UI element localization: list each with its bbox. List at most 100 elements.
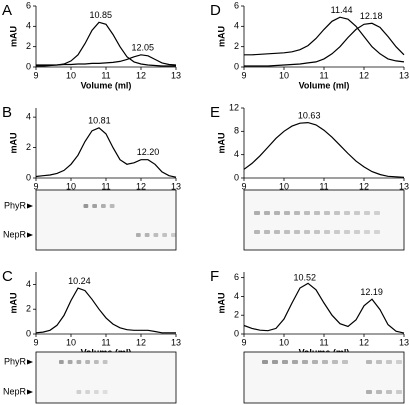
gel-band	[344, 230, 350, 234]
gel-band	[386, 360, 392, 364]
gel-arrow	[27, 232, 33, 238]
gel-arrow	[27, 203, 33, 209]
y-tick-label: 2	[234, 310, 239, 320]
x-tick-label: 9	[241, 181, 246, 191]
gel-band	[272, 360, 278, 364]
gel-band	[324, 211, 330, 215]
panel-label: E	[210, 104, 220, 121]
panel-label: B	[2, 104, 12, 121]
gel-band	[376, 390, 382, 394]
gel-band	[292, 360, 298, 364]
gel-band	[282, 360, 288, 364]
gel-arrow	[27, 359, 33, 365]
panel-label: C	[2, 268, 13, 285]
y-axis-label: mAU	[216, 132, 226, 153]
y-tick-label: 2	[26, 304, 31, 314]
y-tick-label: 4	[234, 291, 239, 301]
gel-band	[284, 230, 290, 234]
y-tick-label: 8	[234, 126, 239, 136]
gel-band	[94, 390, 99, 394]
gel-band	[162, 233, 167, 237]
gel-band	[314, 230, 320, 234]
gel-band	[264, 230, 270, 234]
y-tick-label: 6	[234, 0, 239, 10]
gel-band	[366, 390, 372, 394]
curve	[244, 22, 405, 67]
x-tick-label: 12	[136, 70, 146, 80]
y-tick-label: 0	[26, 61, 31, 71]
gel-label: PhyR	[4, 200, 27, 210]
gel-band	[304, 211, 310, 215]
x-tick-label: 13	[171, 337, 181, 347]
y-tick-label: 4	[26, 279, 31, 289]
axis-frame	[243, 108, 404, 179]
y-tick-label: 0	[234, 328, 239, 338]
x-tick-label: 9	[33, 70, 38, 80]
y-tick-label: 4	[26, 112, 31, 122]
gel-band	[136, 233, 141, 237]
gel-band	[342, 360, 348, 364]
gel-band	[171, 233, 176, 237]
y-axis-label: mAU	[216, 26, 226, 47]
peak-label: 12.20	[137, 147, 160, 157]
y-tick-label: 0	[234, 61, 239, 71]
peak-label: 12.18	[360, 11, 383, 21]
peak-label: 11.44	[331, 5, 353, 15]
gel-frame	[243, 351, 405, 404]
curve	[243, 121, 405, 178]
curve	[244, 16, 405, 63]
x-tick-label: 11	[319, 181, 328, 191]
y-tick-label: 0	[26, 172, 31, 182]
gel-band	[94, 360, 99, 364]
gel-frame	[243, 189, 405, 251]
gel-band	[254, 211, 260, 215]
x-tick-label: 12	[136, 181, 146, 191]
y-tick-label: 4	[234, 149, 239, 159]
x-tick-label: 13	[399, 70, 409, 80]
x-tick-label: 13	[171, 70, 181, 80]
gel-band	[322, 360, 328, 364]
x-tick-label: 11	[101, 337, 110, 347]
gel-band	[85, 360, 90, 364]
peak-label: 12.05	[131, 42, 154, 52]
y-axis-label: mAU	[216, 292, 226, 313]
panel-label: D	[210, 2, 221, 19]
gel-band	[102, 360, 108, 364]
peak-label: 10.24	[68, 276, 91, 286]
gel-band	[314, 211, 320, 215]
gel-label: PhyR	[4, 356, 27, 366]
gel-band	[262, 360, 268, 364]
gel-band	[274, 211, 280, 215]
gel-band	[396, 360, 402, 364]
y-tick-label: 6	[234, 272, 239, 282]
gel-band	[92, 204, 97, 208]
gel-band	[109, 204, 115, 208]
x-tick-label: 10	[66, 181, 76, 191]
x-tick-label: 12	[136, 337, 146, 347]
gel-band	[274, 230, 280, 234]
x-tick-label: 12	[359, 337, 369, 347]
x-tick-label: 13	[399, 337, 409, 347]
gel-band	[366, 360, 372, 364]
x-tick-label: 9	[241, 70, 246, 80]
gel-band	[354, 211, 360, 215]
gel-band	[334, 211, 340, 215]
panel-label: A	[2, 2, 12, 19]
peak-label: 10.52	[294, 273, 317, 283]
x-axis-label: Volume (ml)	[299, 80, 350, 90]
gel-band	[67, 360, 73, 364]
gel-band	[101, 204, 106, 208]
gel-band	[396, 390, 402, 394]
gel-band	[334, 230, 340, 234]
x-tick-label: 11	[319, 70, 328, 80]
x-tick-label: 10	[279, 181, 289, 191]
gel-label: NepR	[3, 386, 27, 396]
gel-band	[302, 360, 308, 364]
gel-band	[376, 360, 382, 364]
